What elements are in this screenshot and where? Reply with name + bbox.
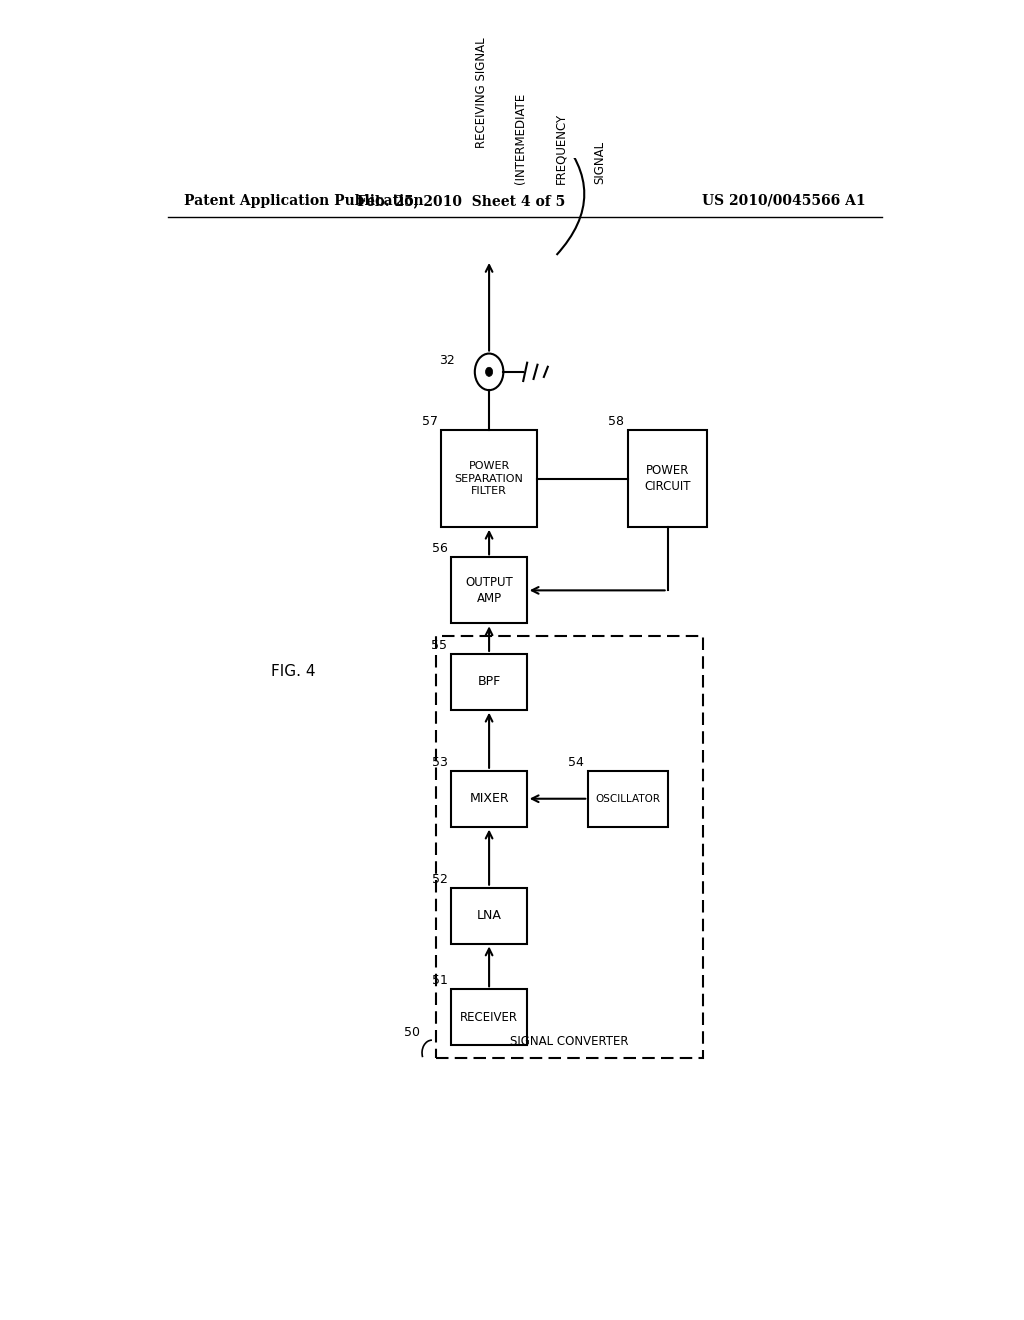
Text: OSCILLATOR: OSCILLATOR — [596, 793, 660, 804]
Text: BPF: BPF — [477, 676, 501, 688]
Text: Feb. 25, 2010  Sheet 4 of 5: Feb. 25, 2010 Sheet 4 of 5 — [357, 194, 565, 209]
Text: RECEIVER: RECEIVER — [460, 1011, 518, 1024]
Text: FREQUENCY: FREQUENCY — [554, 112, 567, 183]
Text: OUTPUT
AMP: OUTPUT AMP — [465, 576, 513, 605]
Text: 57: 57 — [422, 416, 437, 428]
Text: LNA: LNA — [476, 909, 502, 923]
Text: SIGNAL CONVERTER: SIGNAL CONVERTER — [510, 1035, 629, 1048]
Text: FIG. 4: FIG. 4 — [270, 664, 315, 680]
FancyBboxPatch shape — [452, 989, 526, 1045]
FancyBboxPatch shape — [452, 653, 526, 710]
Text: 56: 56 — [431, 543, 447, 556]
FancyBboxPatch shape — [452, 557, 526, 623]
Text: POWER
SEPARATION
FILTER: POWER SEPARATION FILTER — [455, 461, 523, 496]
Text: US 2010/0045566 A1: US 2010/0045566 A1 — [702, 194, 866, 209]
Text: 54: 54 — [568, 756, 585, 768]
Text: SIGNAL: SIGNAL — [594, 141, 606, 183]
FancyBboxPatch shape — [588, 771, 668, 826]
FancyBboxPatch shape — [628, 430, 708, 527]
Text: POWER
CIRCUIT: POWER CIRCUIT — [644, 465, 691, 494]
Text: 55: 55 — [431, 639, 447, 652]
Text: 52: 52 — [431, 873, 447, 886]
Text: 50: 50 — [404, 1026, 420, 1039]
Circle shape — [485, 367, 493, 376]
Text: 58: 58 — [608, 416, 624, 428]
Text: (INTERMEDIATE: (INTERMEDIATE — [514, 92, 527, 183]
FancyBboxPatch shape — [452, 887, 526, 944]
Text: 32: 32 — [439, 354, 455, 367]
Text: RECEIVING SIGNAL: RECEIVING SIGNAL — [475, 37, 487, 148]
Text: 51: 51 — [431, 974, 447, 987]
Text: Patent Application Publication: Patent Application Publication — [183, 194, 423, 209]
FancyBboxPatch shape — [452, 771, 526, 826]
Text: MIXER: MIXER — [469, 792, 509, 805]
Text: 53: 53 — [431, 756, 447, 768]
FancyBboxPatch shape — [441, 430, 537, 527]
